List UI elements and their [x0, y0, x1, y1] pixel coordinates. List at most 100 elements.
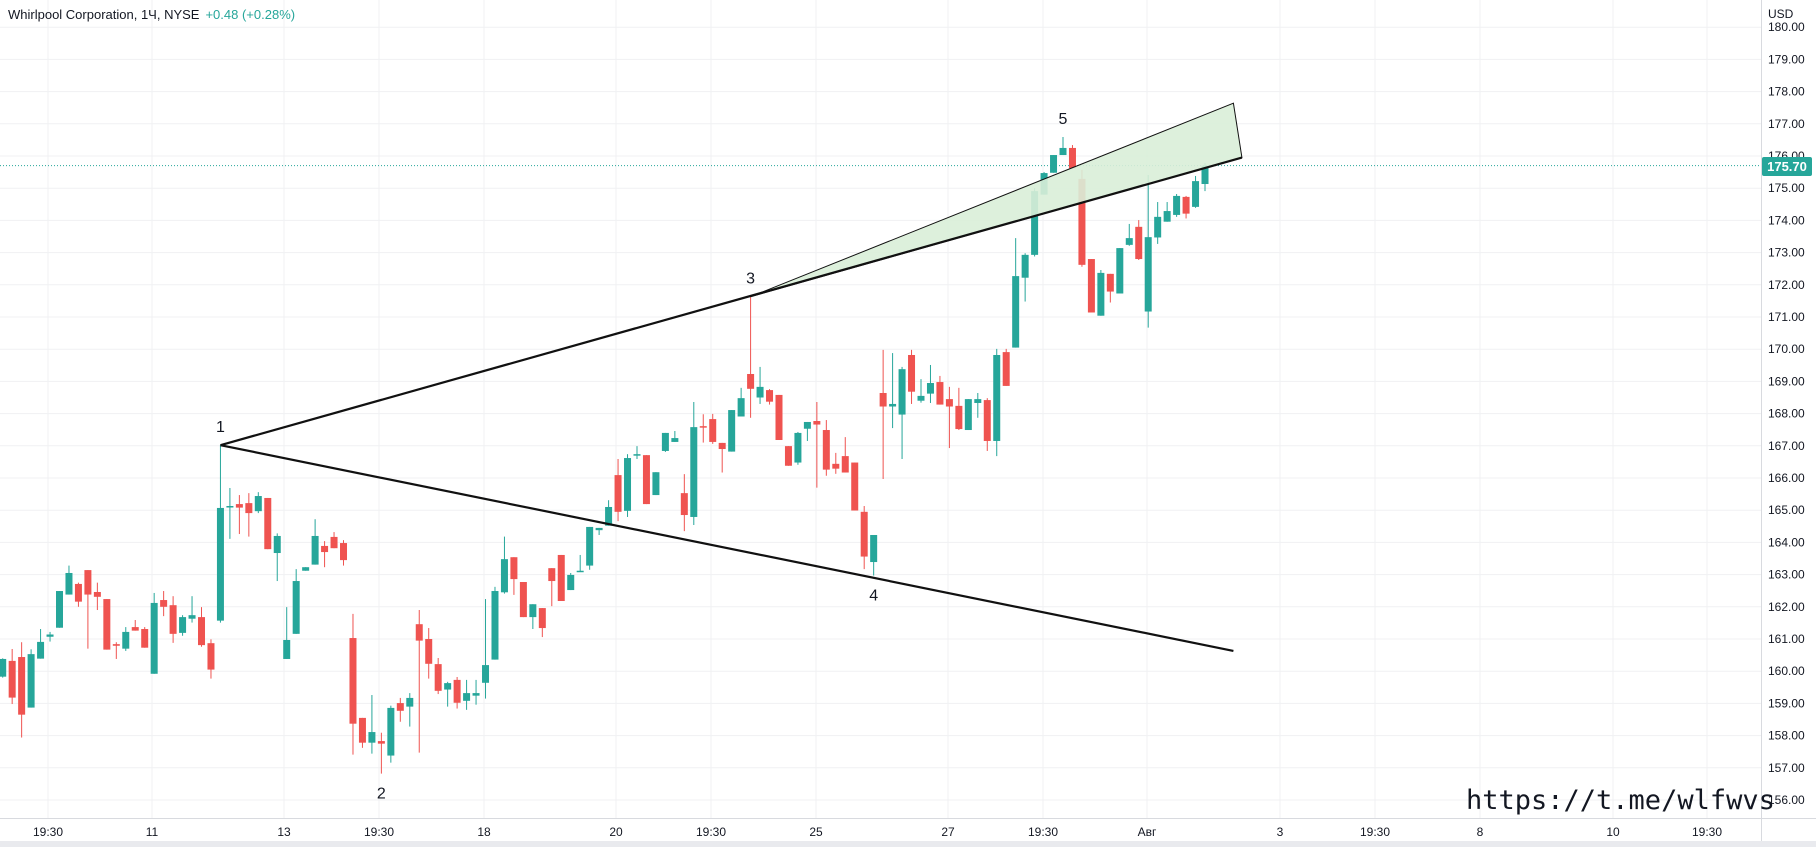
- candle-up: [226, 506, 234, 508]
- candle-down: [8, 660, 16, 698]
- candle-up: [150, 602, 158, 674]
- price-change: +0.48 (+0.28%): [205, 7, 296, 22]
- candle-up: [444, 683, 452, 690]
- candle-down: [775, 394, 783, 441]
- candle-down: [235, 504, 243, 508]
- candle-up: [993, 354, 1001, 441]
- candle-up: [567, 574, 575, 591]
- candle-down: [93, 591, 101, 597]
- time-tick-label: Авг: [1138, 825, 1157, 839]
- candle-up: [273, 535, 281, 554]
- candle-down: [141, 629, 149, 648]
- candle-up: [1163, 211, 1171, 222]
- candle-up: [254, 496, 262, 512]
- candle-up: [756, 386, 764, 398]
- candle-up: [406, 697, 414, 707]
- currency-label[interactable]: USD: [1768, 7, 1794, 21]
- candle-down: [103, 599, 111, 650]
- candle-up: [292, 581, 300, 634]
- candle-up: [803, 421, 811, 429]
- time-tick-label: 18: [477, 825, 491, 839]
- candle-up: [368, 732, 376, 743]
- candle-down: [747, 373, 755, 389]
- candle-down: [425, 639, 433, 664]
- candle-down: [813, 421, 821, 425]
- candle-down: [699, 426, 707, 428]
- candle-up: [216, 507, 224, 621]
- candle-down: [330, 536, 338, 549]
- triangle-drawing[interactable]: [750, 102, 1243, 298]
- price-tick-label: 162.00: [1768, 600, 1805, 614]
- candle-down: [955, 405, 963, 430]
- candle-up: [1059, 147, 1067, 156]
- time-tick-label: 19:30: [1692, 825, 1722, 839]
- time-tick-label: 19:30: [33, 825, 63, 839]
- price-tick-label: 163.00: [1768, 568, 1805, 582]
- candle-down: [822, 430, 830, 470]
- time-tick-label: 19:30: [696, 825, 726, 839]
- time-tick-label: 3: [1277, 825, 1284, 839]
- candle-down: [936, 382, 944, 405]
- price-tick-label: 166.00: [1768, 471, 1805, 485]
- price-tick-label: 177.00: [1768, 117, 1805, 131]
- candle-down: [983, 400, 991, 441]
- candle-up: [463, 693, 471, 701]
- candle-up: [1031, 191, 1039, 255]
- wave-label-3: 3: [746, 271, 755, 288]
- candle-down: [548, 568, 556, 582]
- candle-down: [519, 582, 527, 618]
- candle-down: [680, 493, 688, 516]
- candle-down: [860, 511, 868, 557]
- candle-up: [1144, 237, 1152, 312]
- candle-down: [131, 627, 139, 631]
- price-tick-label: 171.00: [1768, 310, 1805, 324]
- price-tick-label: 156.00: [1768, 793, 1805, 807]
- candle-down: [207, 643, 215, 670]
- candle-up: [671, 438, 679, 442]
- candle-down: [396, 703, 404, 711]
- lower-trendline[interactable]: [220, 444, 1234, 652]
- candle-down: [377, 741, 385, 744]
- price-tick-label: 170.00: [1768, 342, 1805, 356]
- candle-down: [784, 446, 792, 466]
- candle-down: [1068, 147, 1076, 169]
- price-tick-label: 172.00: [1768, 278, 1805, 292]
- time-tick-label: 20: [609, 825, 623, 839]
- candle-up: [1012, 276, 1020, 348]
- price-tick-label: 161.00: [1768, 632, 1805, 646]
- upper-trendline[interactable]: [220, 156, 1243, 447]
- candle-up: [1192, 181, 1200, 207]
- candle-up: [1173, 195, 1181, 215]
- candle-down: [718, 442, 726, 450]
- candle-up: [529, 604, 537, 618]
- price-tick-label: 159.00: [1768, 696, 1805, 710]
- candle-up: [690, 427, 698, 517]
- candle-up: [964, 399, 972, 431]
- candle-up: [482, 665, 490, 683]
- candle-down: [245, 503, 253, 514]
- candle-up: [179, 617, 187, 633]
- candle-down: [112, 644, 120, 646]
- candle-down: [74, 583, 82, 602]
- candle-up: [387, 707, 395, 756]
- price-tick-label: 173.00: [1768, 246, 1805, 260]
- time-tick-label: 27: [941, 825, 955, 839]
- candle-down: [879, 392, 887, 407]
- candle-up: [1201, 165, 1209, 185]
- candle-up: [898, 369, 906, 415]
- candle-up: [65, 572, 73, 595]
- candle-up: [728, 410, 736, 452]
- candle-down: [321, 545, 329, 553]
- price-tick-label: 160.00: [1768, 664, 1805, 678]
- candle-up: [491, 591, 499, 660]
- candle-down: [851, 462, 859, 511]
- candle-up: [1021, 254, 1029, 278]
- candle-down: [264, 497, 272, 550]
- candle-down: [415, 624, 423, 641]
- wave-label-1: 1: [216, 419, 225, 436]
- candle-down: [614, 475, 622, 512]
- candle-down: [709, 419, 717, 442]
- candle-up: [661, 432, 669, 451]
- candle-down: [642, 455, 650, 505]
